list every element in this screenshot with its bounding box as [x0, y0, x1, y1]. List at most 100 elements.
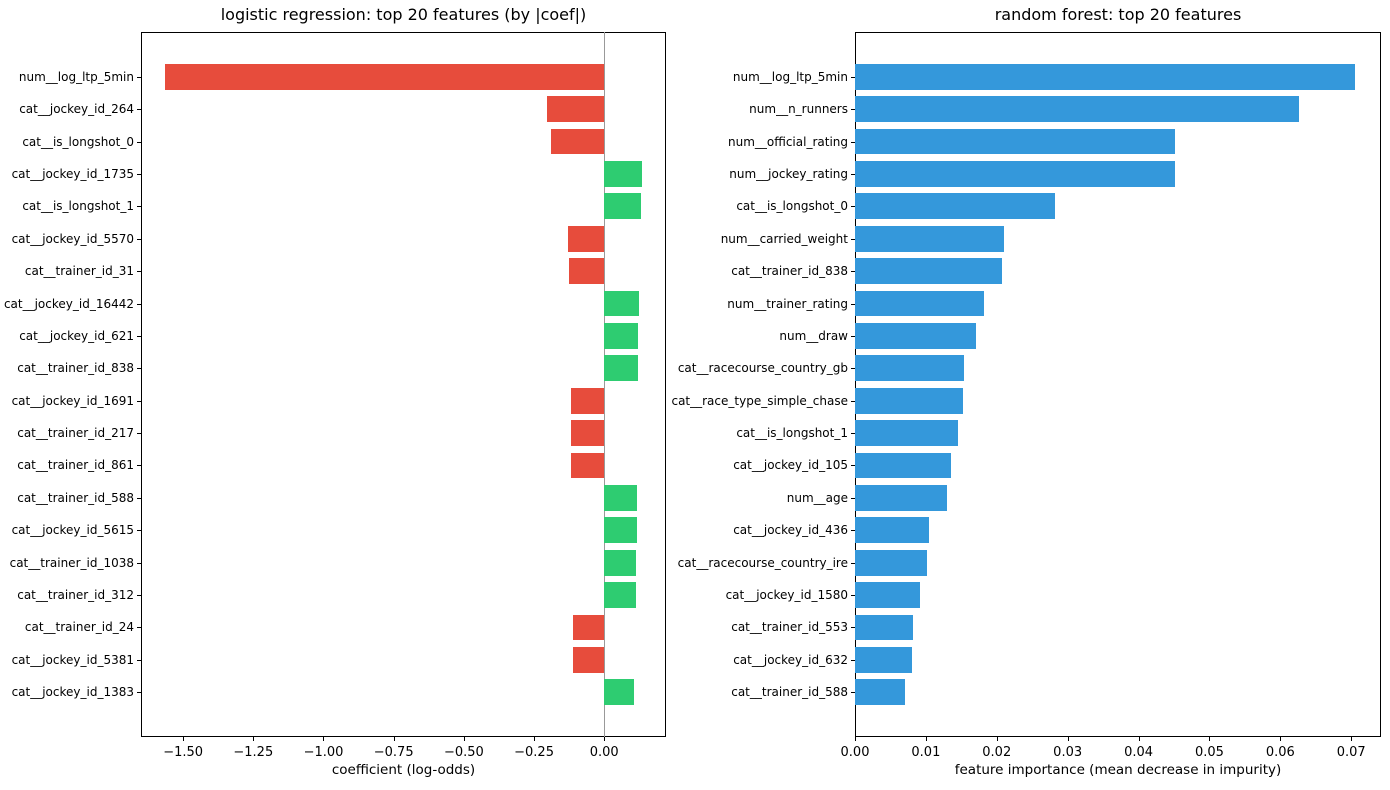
bar-cat__is_longshot_0	[550, 128, 605, 155]
y-tick-mark	[851, 692, 855, 694]
y-tick-label-num__draw: num__draw	[779, 328, 848, 343]
x-tick-mark	[1209, 737, 1211, 741]
y-tick-mark	[137, 76, 141, 78]
y-tick-label-cat__is_longshot_1: cat__is_longshot_1	[736, 426, 848, 441]
bar-cat__trainer_id_31	[568, 258, 605, 285]
bar-cat__trainer_id_553	[855, 614, 914, 641]
y-tick-label-num__log_ltp_5min: num__log_ltp_5min	[732, 69, 848, 84]
x-tick-mark	[1351, 737, 1353, 741]
y-tick-label-cat__jockey_id_264: cat__jockey_id_264	[19, 102, 134, 117]
y-tick-mark	[137, 141, 141, 143]
x-tick-label: −1.00	[303, 745, 344, 760]
x-tick-label: 0.05	[1194, 745, 1224, 760]
y-tick-mark	[851, 141, 855, 143]
y-tick-label-cat__is_longshot_0: cat__is_longshot_0	[736, 199, 848, 214]
zero-line	[604, 32, 606, 737]
x-tick-label: 0.07	[1336, 745, 1366, 760]
y-tick-label-cat__jockey_id_436: cat__jockey_id_436	[733, 523, 848, 538]
y-tick-label-cat__race_type_simple_chase: cat__race_type_simple_chase	[671, 393, 848, 408]
x-tick-label: 0.00	[840, 745, 870, 760]
y-tick-label-num__official_rating: num__official_rating	[727, 134, 848, 149]
y-tick-label-cat__trainer_id_553: cat__trainer_id_553	[731, 620, 848, 635]
bar-cat__jockey_id_5615	[604, 517, 637, 544]
y-tick-label-cat__jockey_id_621: cat__jockey_id_621	[19, 328, 134, 343]
bar-cat__is_longshot_1	[604, 193, 641, 220]
x-tick-mark	[1138, 737, 1140, 741]
x-tick-label: −1.25	[233, 745, 274, 760]
y-tick-mark	[851, 530, 855, 532]
x-tick-mark	[393, 737, 395, 741]
bar-num__age	[855, 484, 948, 511]
y-tick-mark	[137, 627, 141, 629]
x-tick-label: 0.03	[1053, 745, 1083, 760]
y-tick-mark	[851, 173, 855, 175]
y-tick-label-cat__jockey_id_105: cat__jockey_id_105	[733, 458, 848, 473]
bar-num__n_runners	[855, 96, 1300, 123]
y-tick-mark	[137, 400, 141, 402]
y-tick-mark	[137, 692, 141, 694]
y-tick-mark	[851, 109, 855, 111]
x-tick-label: 0.06	[1265, 745, 1295, 760]
bar-cat__trainer_id_861	[571, 452, 605, 479]
bar-cat__jockey_id_5381	[573, 646, 605, 673]
bar-cat__racecourse_country_ire	[855, 549, 928, 576]
y-tick-label-cat__trainer_id_31: cat__trainer_id_31	[24, 264, 134, 279]
y-tick-label-cat__racecourse_country_gb: cat__racecourse_country_gb	[677, 361, 848, 376]
y-tick-mark	[137, 530, 141, 532]
y-tick-mark	[851, 465, 855, 467]
y-tick-mark	[137, 335, 141, 337]
y-tick-label-cat__jockey_id_5615: cat__jockey_id_5615	[11, 523, 134, 538]
y-tick-mark	[137, 271, 141, 273]
y-tick-label-cat__trainer_id_838: cat__trainer_id_838	[17, 361, 134, 376]
bar-cat__race_type_simple_chase	[855, 387, 964, 414]
x-tick-mark	[323, 737, 325, 741]
y-tick-label-cat__trainer_id_588: cat__trainer_id_588	[731, 685, 848, 700]
y-tick-label-cat__trainer_id_861: cat__trainer_id_861	[17, 458, 134, 473]
x-tick-label: 0.00	[589, 745, 619, 760]
y-tick-mark	[851, 335, 855, 337]
bar-cat__jockey_id_5570	[568, 225, 605, 252]
x-tick-mark	[855, 737, 856, 741]
y-tick-label-num__age: num__age	[786, 490, 848, 505]
y-tick-mark	[851, 271, 855, 273]
chart-title-random-forest: random forest: top 20 features	[994, 5, 1242, 24]
y-tick-label-num__log_ltp_5min: num__log_ltp_5min	[18, 69, 134, 84]
y-tick-label-cat__jockey_id_1735: cat__jockey_id_1735	[11, 166, 134, 181]
bar-num__log_ltp_5min	[855, 63, 1356, 90]
y-tick-mark	[851, 76, 855, 78]
y-tick-mark	[851, 659, 855, 661]
y-tick-mark	[851, 400, 855, 402]
y-tick-mark	[851, 303, 855, 305]
y-tick-mark	[137, 173, 141, 175]
bar-cat__trainer_id_1038	[604, 549, 637, 576]
x-tick-mark	[1067, 737, 1069, 741]
bar-cat__jockey_id_1691	[570, 387, 605, 414]
x-tick-mark	[534, 737, 536, 741]
y-tick-mark	[137, 238, 141, 240]
y-tick-mark	[137, 497, 141, 499]
bar-cat__trainer_id_24	[572, 614, 605, 641]
bar-cat__trainer_id_217	[571, 420, 605, 447]
y-tick-label-cat__trainer_id_24: cat__trainer_id_24	[24, 620, 134, 635]
bar-cat__jockey_id_436	[855, 517, 929, 544]
y-tick-mark	[851, 238, 855, 240]
y-tick-label-cat__jockey_id_632: cat__jockey_id_632	[733, 652, 848, 667]
bar-cat__jockey_id_1383	[604, 679, 635, 706]
bar-cat__trainer_id_312	[604, 582, 636, 608]
y-tick-mark	[137, 465, 141, 467]
x-tick-mark	[925, 737, 927, 741]
x-tick-mark	[183, 737, 185, 741]
bar-num__draw	[855, 322, 976, 349]
y-tick-mark	[137, 303, 141, 305]
x-axis-label-importance: feature importance (mean decrease in imp…	[954, 762, 1282, 778]
y-tick-label-cat__jockey_id_1383: cat__jockey_id_1383	[11, 685, 134, 700]
y-tick-label-num__jockey_rating: num__jockey_rating	[729, 166, 848, 181]
y-tick-label-cat__trainer_id_312: cat__trainer_id_312	[17, 588, 134, 603]
x-tick-mark	[604, 737, 606, 741]
bar-cat__jockey_id_621	[604, 322, 639, 349]
y-tick-mark	[137, 109, 141, 111]
y-tick-mark	[137, 433, 141, 435]
bar-cat__trainer_id_588	[604, 484, 637, 511]
bar-cat__is_longshot_0	[855, 193, 1055, 220]
y-tick-mark	[137, 562, 141, 564]
